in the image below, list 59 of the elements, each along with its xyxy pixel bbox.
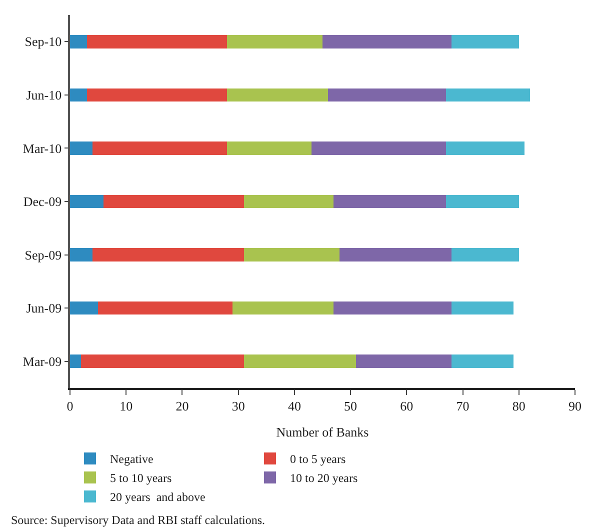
bar <box>311 142 446 155</box>
y-tick-label: Sep-09 <box>24 247 62 262</box>
bar <box>70 88 87 102</box>
bar <box>244 248 340 262</box>
bar <box>446 88 530 102</box>
y-tick-label: Jun-09 <box>26 300 62 316</box>
bar <box>452 301 514 315</box>
y-tick-label: Mar-10 <box>22 140 62 156</box>
x-axis-title: Number of Banks <box>276 424 369 440</box>
bar <box>70 354 82 368</box>
x-tick-label: 40 <box>288 398 301 414</box>
bar <box>227 142 312 155</box>
bar <box>322 34 452 48</box>
legend-label: 5 to 10 years <box>110 471 172 486</box>
y-tick-label: Dec-09 <box>23 194 62 210</box>
bar <box>328 88 446 102</box>
legend-label: 10 to 20 years <box>290 471 358 486</box>
bar <box>356 354 452 368</box>
x-tick-label: 20 <box>176 398 189 414</box>
y-tick-label: Sep-10 <box>24 34 62 50</box>
bar <box>98 301 233 315</box>
y-tick-label: Mar-09 <box>22 354 62 369</box>
bar <box>92 142 228 155</box>
bar <box>81 354 244 368</box>
bar <box>227 34 322 48</box>
x-tick-label: 70 <box>456 398 470 414</box>
bar <box>70 34 87 48</box>
bar <box>244 354 356 368</box>
source-note: Source: Supervisory Data and RBI staff calculations. <box>11 513 266 527</box>
bar <box>70 194 104 208</box>
bar <box>452 34 519 48</box>
x-tick-label: 30 <box>232 398 245 414</box>
x-tick-label: 10 <box>120 398 133 414</box>
bar <box>232 301 334 315</box>
bar <box>227 88 328 102</box>
x-tick-label: 60 <box>400 398 414 414</box>
bar <box>446 142 524 155</box>
bar <box>70 142 92 155</box>
x-tick-label: 0 <box>66 398 74 414</box>
x-tick-label: 80 <box>512 398 526 414</box>
bar <box>70 301 98 315</box>
bar <box>452 248 519 262</box>
bar <box>446 194 519 208</box>
bar <box>339 248 452 262</box>
bar <box>86 34 228 48</box>
bar <box>334 194 446 208</box>
legend-label: 0 to 5 years <box>290 452 346 466</box>
x-tick-label: 90 <box>568 398 582 414</box>
bar <box>244 194 334 208</box>
bar <box>104 194 244 208</box>
legend-label: 20 years and above <box>110 490 206 504</box>
x-tick-label: 50 <box>344 398 358 414</box>
bar <box>86 88 228 102</box>
legend-label: Negative <box>110 452 154 466</box>
bar <box>452 354 514 368</box>
bar <box>334 301 452 315</box>
bar <box>92 248 244 262</box>
bar <box>70 248 92 262</box>
y-tick-label: Jun-10 <box>26 87 62 102</box>
